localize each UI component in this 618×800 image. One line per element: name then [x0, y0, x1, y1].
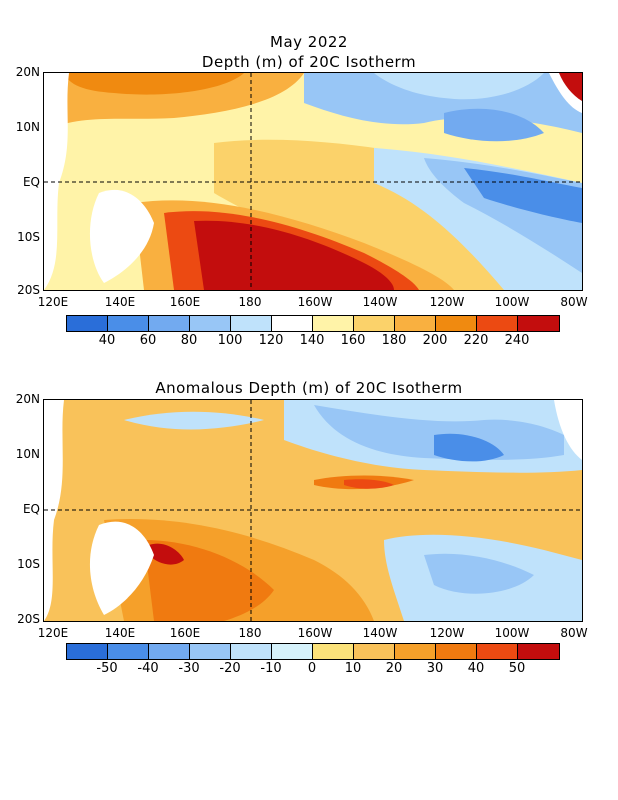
bottom-xlabel-180: 180 — [238, 626, 262, 640]
depth-colorbar-swatch-2 — [149, 316, 190, 331]
depth-colorbar-label-3: 100 — [217, 333, 243, 348]
top-ylabel-10s: 10S — [17, 230, 40, 244]
depth-colorbar-swatch-4 — [231, 316, 272, 331]
anomaly-colorbar-label-5: 0 — [307, 661, 317, 676]
bottom-ylabel-eq: EQ — [22, 502, 40, 516]
depth-colorbar-swatch-0 — [67, 316, 108, 331]
depth-colorbar-swatch-6 — [313, 316, 354, 331]
bottom-xlabel-140e: 140E — [104, 626, 136, 640]
depth-colorbar-label-2: 80 — [180, 333, 198, 348]
anomaly-colorbar-label-4: -10 — [260, 661, 282, 676]
depth-colorbar-label-1: 60 — [139, 333, 157, 348]
anomaly-colorbar — [66, 643, 560, 660]
anomaly-colorbar-label-8: 30 — [426, 661, 444, 676]
top-xlabel-140e: 140E — [104, 295, 136, 309]
bottom-xlabel-160e: 160E — [169, 626, 201, 640]
top-ylabel-10n: 10N — [15, 120, 40, 134]
top-xlabel-140w: 140W — [362, 295, 398, 309]
top-xlabel-180: 180 — [238, 295, 262, 309]
depth-colorbar-label-9: 220 — [463, 333, 489, 348]
map-title-depth: Depth (m) of 20C Isotherm — [201, 53, 417, 71]
anomaly-colorbar-label-7: 20 — [385, 661, 403, 676]
anomaly-colorbar-swatch-1 — [108, 644, 149, 659]
anomaly-colorbar-swatch-0 — [67, 644, 108, 659]
anomaly-colorbar-swatch-6 — [313, 644, 354, 659]
depth-colorbar-swatch-1 — [108, 316, 149, 331]
anomaly-colorbar-label-10: 50 — [508, 661, 526, 676]
top-xlabel-120e: 120E — [37, 295, 69, 309]
top-ylabel-20n: 20N — [15, 65, 40, 79]
depth-colorbar-swatch-10 — [477, 316, 518, 331]
bottom-xlabel-160w: 160W — [297, 626, 333, 640]
depth-colorbar-swatch-7 — [354, 316, 395, 331]
depth-map — [44, 73, 582, 290]
depth-colorbar-label-7: 180 — [381, 333, 407, 348]
anomaly-colorbar-swatch-3 — [190, 644, 231, 659]
depth-colorbar-label-8: 200 — [422, 333, 448, 348]
anomaly-colorbar-swatch-2 — [149, 644, 190, 659]
bottom-xlabel-80w: 80W — [560, 626, 588, 640]
depth-colorbar — [66, 315, 560, 332]
anomaly-colorbar-swatch-5 — [272, 644, 313, 659]
anomaly-colorbar-label-6: 10 — [344, 661, 362, 676]
anomaly-map — [44, 400, 582, 621]
anomaly-colorbar-swatch-4 — [231, 644, 272, 659]
depth-colorbar-swatch-8 — [395, 316, 436, 331]
bottom-ylabel-10n: 10N — [15, 447, 40, 461]
top-xlabel-80w: 80W — [560, 295, 588, 309]
depth-colorbar-label-6: 160 — [340, 333, 366, 348]
top-ylabel-20s: 20S — [17, 283, 40, 297]
top-xlabel-160w: 160W — [297, 295, 333, 309]
anomaly-colorbar-label-3: -20 — [219, 661, 241, 676]
bottom-xlabel-140w: 140W — [362, 626, 398, 640]
anomaly-colorbar-label-0: -50 — [96, 661, 118, 676]
anomaly-map-panel — [43, 399, 583, 622]
bottom-xlabel-120e: 120E — [37, 626, 69, 640]
depth-colorbar-label-0: 40 — [98, 333, 116, 348]
depth-colorbar-swatch-3 — [190, 316, 231, 331]
anomaly-colorbar-swatch-8 — [395, 644, 436, 659]
depth-colorbar-label-4: 120 — [258, 333, 284, 348]
anomaly-colorbar-label-9: 40 — [467, 661, 485, 676]
bottom-xlabel-120w: 120W — [429, 626, 465, 640]
depth-colorbar-swatch-5 — [272, 316, 313, 331]
bottom-ylabel-20s: 20S — [17, 612, 40, 626]
depth-map-panel — [43, 72, 583, 291]
anomaly-colorbar-swatch-10 — [477, 644, 518, 659]
map-title-date: May 2022 — [270, 33, 348, 51]
anomaly-colorbar-label-2: -30 — [178, 661, 200, 676]
anomaly-colorbar-swatch-7 — [354, 644, 395, 659]
depth-colorbar-swatch-9 — [436, 316, 477, 331]
anomaly-colorbar-swatch-9 — [436, 644, 477, 659]
top-xlabel-120w: 120W — [429, 295, 465, 309]
bottom-ylabel-10s: 10S — [17, 557, 40, 571]
anomaly-colorbar-label-1: -40 — [137, 661, 159, 676]
bottom-ylabel-20n: 20N — [15, 392, 40, 406]
anomaly-colorbar-swatch-11 — [518, 644, 559, 659]
depth-colorbar-label-10: 240 — [504, 333, 530, 348]
anomaly-title: Anomalous Depth (m) of 20C Isotherm — [155, 379, 463, 397]
depth-colorbar-label-5: 140 — [299, 333, 325, 348]
depth-colorbar-swatch-11 — [518, 316, 559, 331]
top-xlabel-100w: 100W — [494, 295, 530, 309]
top-xlabel-160e: 160E — [169, 295, 201, 309]
bottom-xlabel-100w: 100W — [494, 626, 530, 640]
top-ylabel-eq: EQ — [22, 175, 40, 189]
